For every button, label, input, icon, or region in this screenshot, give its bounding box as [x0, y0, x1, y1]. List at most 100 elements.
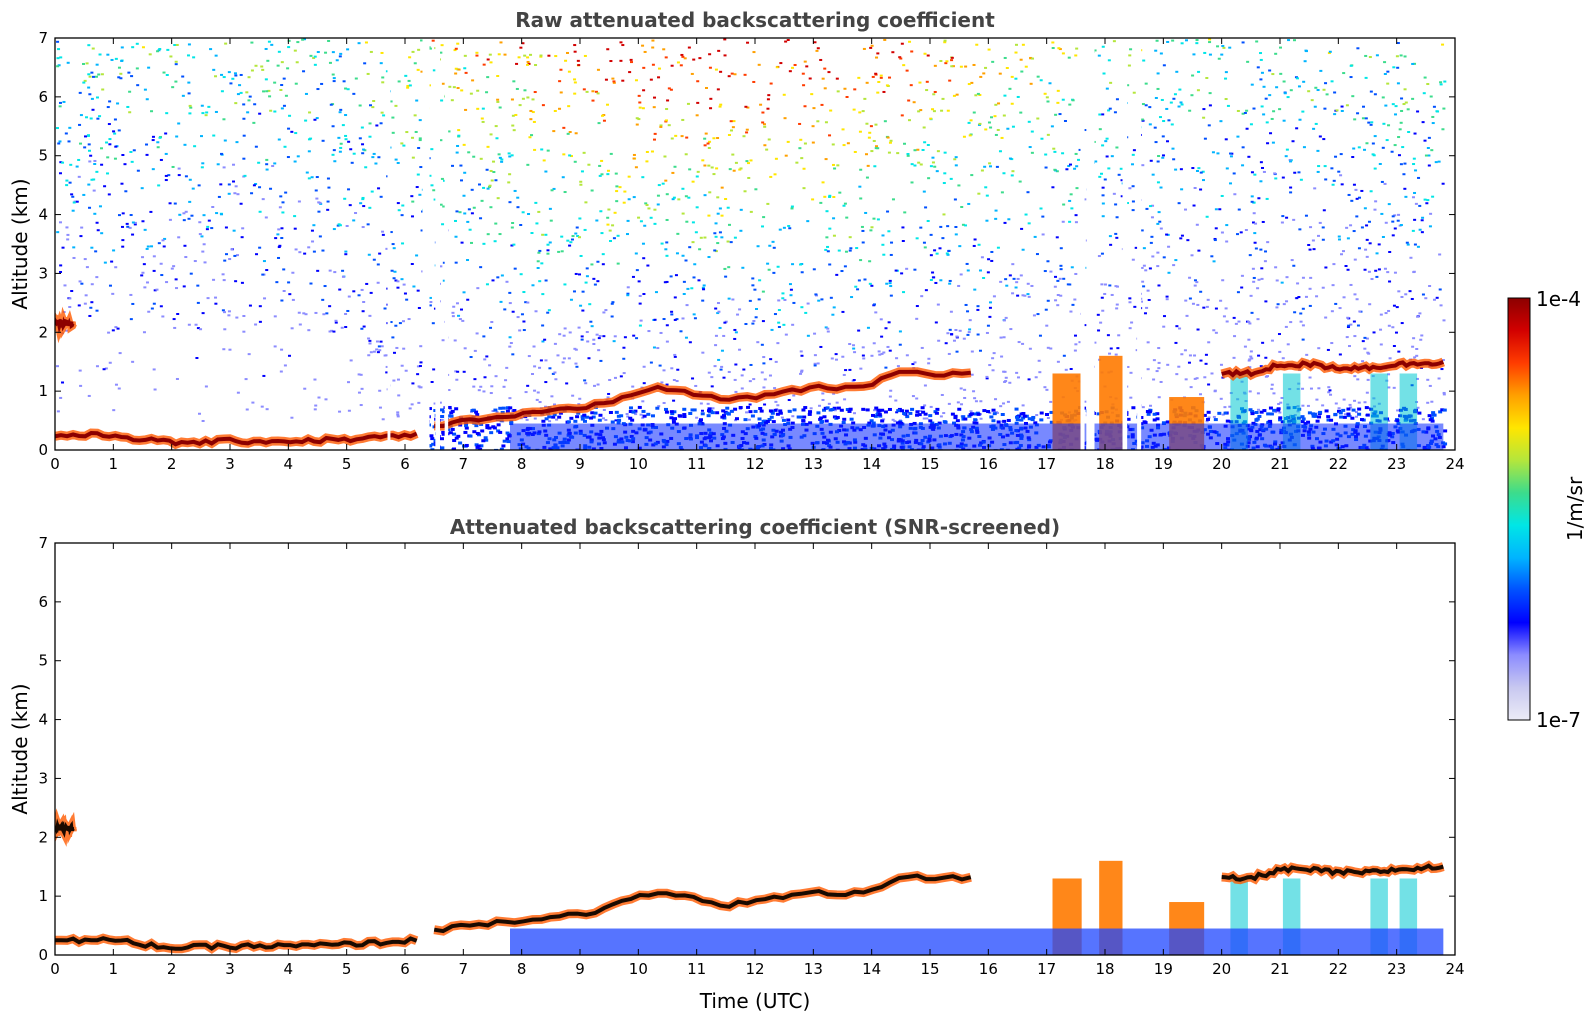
raw-noise-pixel — [1014, 286, 1018, 289]
raw-noise-pixel — [1392, 345, 1396, 348]
raw-noise-pixel — [1386, 271, 1390, 274]
raw-noise-pixel — [396, 413, 400, 416]
raw-noise-pixel — [92, 178, 96, 181]
raw-noise-pixel — [157, 242, 161, 245]
raw-noise-pixel — [761, 290, 765, 293]
raw-noise-pixel — [153, 289, 157, 292]
raw-noise-pixel — [110, 260, 114, 263]
raw-noise-pixel — [574, 132, 578, 135]
raw-noise-pixel — [883, 120, 887, 123]
raw-noise-pixel — [590, 189, 594, 192]
raw-noise-pixel — [582, 151, 586, 154]
raw-noise-pixel — [580, 415, 585, 419]
raw-noise-pixel — [835, 273, 839, 276]
raw-noise-pixel — [641, 44, 645, 47]
raw-noise-pixel — [1375, 54, 1379, 57]
raw-noise-pixel — [321, 298, 325, 301]
raw-noise-pixel — [870, 44, 874, 47]
raw-noise-pixel — [494, 222, 498, 225]
raw-noise-pixel — [849, 247, 853, 250]
raw-noise-pixel — [1195, 223, 1199, 226]
raw-noise-pixel — [1423, 139, 1427, 142]
raw-noise-pixel — [332, 330, 336, 333]
raw-noise-pixel — [534, 201, 538, 204]
raw-noise-pixel — [934, 411, 939, 415]
raw-noise-pixel — [734, 390, 738, 393]
raw-noise-pixel — [430, 448, 435, 450]
raw-noise-pixel — [1271, 141, 1275, 144]
raw-noise-pixel — [254, 323, 258, 326]
raw-noise-pixel — [699, 418, 704, 422]
raw-noise-pixel — [1375, 252, 1379, 255]
raw-noise-pixel — [87, 44, 91, 47]
raw-noise-pixel — [1172, 264, 1176, 267]
raw-noise-pixel — [1275, 86, 1279, 89]
raw-noise-pixel — [341, 275, 345, 278]
raw-noise-pixel — [696, 101, 700, 104]
raw-noise-pixel — [505, 409, 510, 413]
raw-noise-pixel — [265, 158, 269, 161]
raw-noise-pixel — [247, 76, 251, 79]
raw-noise-pixel — [551, 415, 556, 419]
raw-noise-pixel — [279, 88, 283, 91]
raw-noise-pixel — [1132, 91, 1136, 94]
raw-noise-pixel — [604, 78, 608, 81]
raw-noise-pixel — [691, 180, 695, 183]
raw-noise-pixel — [1114, 353, 1118, 356]
raw-noise-pixel — [257, 161, 261, 164]
raw-noise-pixel — [650, 150, 654, 153]
raw-noise-pixel — [1019, 111, 1023, 114]
raw-noise-pixel — [1430, 149, 1434, 152]
raw-noise-pixel — [372, 100, 376, 103]
raw-noise-pixel — [273, 345, 277, 348]
raw-noise-pixel — [1056, 279, 1060, 282]
raw-noise-pixel — [1440, 368, 1444, 371]
raw-noise-pixel — [324, 51, 328, 54]
raw-noise-pixel — [1318, 135, 1322, 138]
raw-noise-pixel — [763, 378, 767, 381]
raw-noise-pixel — [1437, 377, 1441, 380]
raw-noise-pixel — [843, 87, 847, 90]
raw-noise-pixel — [1167, 271, 1171, 274]
raw-noise-pixel — [68, 306, 72, 309]
raw-noise-pixel — [895, 411, 899, 414]
raw-noise-pixel — [1361, 340, 1365, 343]
raw-noise-pixel — [234, 280, 238, 283]
raw-noise-pixel — [1166, 363, 1170, 366]
raw-noise-pixel — [1270, 117, 1274, 120]
raw-noise-pixel — [1381, 235, 1385, 238]
raw-noise-pixel — [1427, 164, 1431, 167]
raw-noise-pixel — [1240, 274, 1244, 277]
raw-noise-pixel — [511, 114, 515, 117]
raw-noise-pixel — [1177, 202, 1181, 205]
raw-noise-pixel — [714, 235, 718, 238]
raw-noise-pixel — [393, 270, 397, 273]
raw-noise-pixel — [1404, 101, 1408, 104]
raw-noise-pixel — [693, 263, 697, 266]
raw-noise-pixel — [870, 413, 875, 417]
raw-noise-pixel — [651, 39, 655, 42]
raw-noise-pixel — [746, 41, 750, 44]
raw-noise-pixel — [260, 405, 264, 408]
raw-noise-pixel — [1354, 188, 1358, 191]
data-gap — [387, 38, 391, 450]
raw-noise-pixel — [234, 102, 238, 105]
raw-noise-pixel — [1173, 93, 1177, 96]
raw-noise-pixel — [609, 60, 613, 63]
raw-noise-pixel — [1276, 408, 1281, 412]
raw-noise-pixel — [611, 77, 615, 80]
raw-noise-pixel — [303, 387, 307, 390]
raw-noise-pixel — [870, 226, 874, 229]
raw-noise-pixel — [1044, 153, 1048, 156]
raw-noise-pixel — [265, 408, 269, 411]
raw-noise-pixel — [811, 125, 815, 128]
raw-noise-pixel — [396, 415, 400, 418]
raw-noise-pixel — [1131, 209, 1135, 212]
raw-noise-pixel — [1158, 116, 1162, 119]
raw-noise-pixel — [1307, 243, 1311, 246]
raw-noise-pixel — [859, 168, 863, 171]
raw-noise-pixel — [463, 67, 467, 70]
raw-noise-pixel — [1006, 400, 1010, 403]
raw-noise-pixel — [684, 153, 688, 156]
raw-noise-pixel — [117, 76, 121, 79]
